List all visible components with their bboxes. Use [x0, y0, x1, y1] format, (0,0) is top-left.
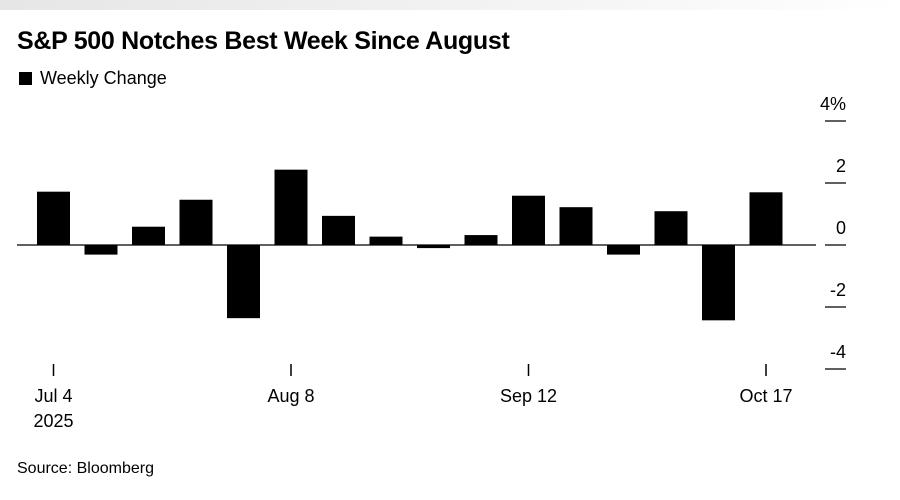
- x-tick-label: Oct 17: [739, 386, 792, 406]
- bar: [417, 245, 450, 249]
- y-tick-label: 0: [836, 218, 846, 238]
- y-tick-label: -2: [830, 280, 846, 300]
- chart-title: S&P 500 Notches Best Week Since August: [17, 27, 510, 55]
- bar: [702, 245, 735, 321]
- x-tick-sublabel: 2025: [33, 411, 73, 431]
- bar: [37, 191, 70, 245]
- bar: [322, 215, 355, 245]
- bar: [369, 236, 403, 245]
- y-tick-label: 2: [836, 156, 846, 176]
- legend-swatch: [19, 72, 32, 85]
- bar: [84, 245, 118, 255]
- bar: [607, 245, 640, 255]
- top-bar: [0, 0, 900, 10]
- x-tick-label: Aug 8: [267, 386, 314, 406]
- bar: [132, 226, 165, 245]
- legend: Weekly Change: [19, 68, 167, 89]
- bar: [559, 207, 593, 245]
- y-tick-label: -4: [830, 342, 846, 362]
- bar: [227, 245, 260, 319]
- bar: [464, 235, 498, 245]
- legend-label: Weekly Change: [40, 68, 167, 88]
- x-tick-label: Jul 4: [34, 386, 72, 406]
- source-note: Source: Bloomberg: [17, 460, 154, 477]
- bar: [179, 199, 213, 245]
- bar: [274, 169, 308, 245]
- y-tick-label: 4%: [820, 94, 846, 114]
- bar: [512, 195, 545, 245]
- x-tick-label: Sep 12: [500, 386, 557, 406]
- bar: [749, 192, 783, 245]
- bar: [654, 211, 688, 245]
